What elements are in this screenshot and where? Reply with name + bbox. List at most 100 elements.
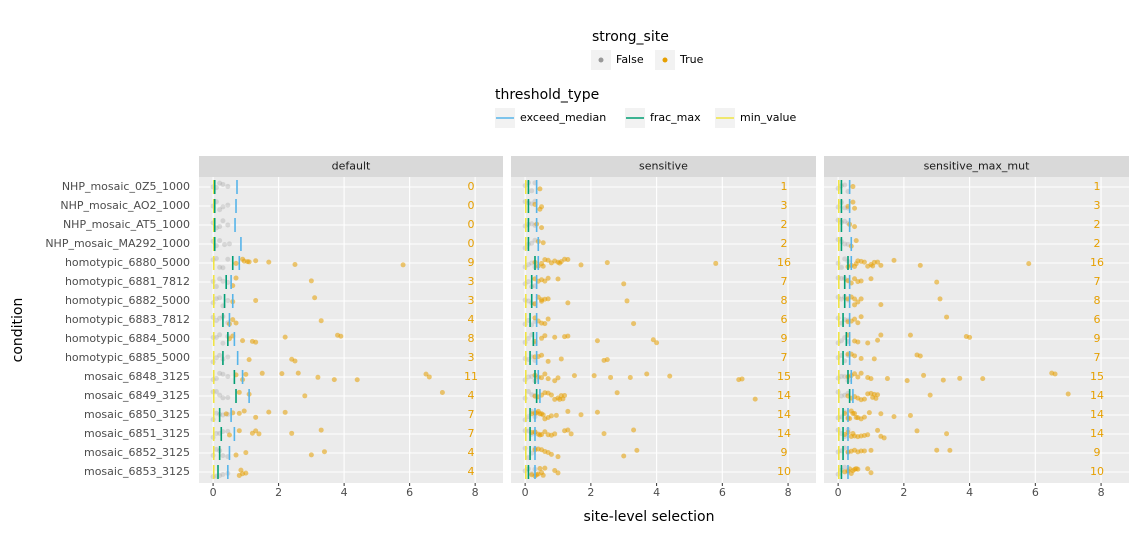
point-true (624, 298, 630, 304)
point-true (236, 389, 242, 395)
facet-title: sensitive_max_mut (924, 160, 1031, 173)
point-false (217, 392, 223, 398)
count-label: 0 (468, 237, 475, 250)
point-false (222, 242, 228, 248)
point-true (868, 470, 874, 476)
count-label: 15 (777, 370, 791, 383)
point-true (243, 450, 249, 456)
point-true (537, 466, 543, 472)
point-true (917, 353, 923, 359)
x-tick-label: 0 (210, 486, 217, 499)
y-tick-label: mosaic_6852_3125 (84, 446, 190, 459)
point-true (667, 373, 673, 379)
point-false (217, 332, 223, 338)
point-true (568, 431, 574, 437)
y-tick-label: mosaic_6853_3125 (84, 465, 190, 478)
point-true (535, 446, 541, 452)
point-true (545, 358, 551, 364)
point-false (217, 370, 223, 376)
point-false (220, 181, 226, 187)
count-label: 6 (781, 313, 788, 326)
point-true (921, 372, 927, 378)
x-tick-label: 4 (966, 486, 973, 499)
point-true (338, 333, 344, 339)
point-true (861, 448, 867, 454)
point-true (957, 375, 963, 381)
x-tick-label: 0 (835, 486, 842, 499)
point-true (542, 465, 548, 471)
count-label: 1 (1094, 180, 1101, 193)
point-true (650, 337, 656, 343)
point-false (842, 218, 848, 224)
point-true (875, 392, 881, 398)
point-true (562, 393, 568, 399)
point-false (217, 238, 223, 244)
point-true (868, 276, 874, 282)
point-true (752, 396, 758, 402)
point-true (631, 427, 637, 433)
point-true (944, 314, 950, 320)
legend-label: exceed_median (520, 111, 606, 124)
count-label: 3 (468, 351, 475, 364)
point-true (865, 340, 871, 346)
point-true (545, 275, 551, 281)
point-true (614, 390, 620, 396)
point-true (238, 467, 244, 473)
count-label: 0 (468, 180, 475, 193)
point-true (539, 204, 545, 210)
point-true (578, 412, 584, 418)
point-false (213, 296, 219, 302)
point-true (542, 429, 548, 435)
point-true (631, 321, 637, 327)
point-true (308, 278, 314, 284)
y-tick-label: NHP_mosaic_0Z5_1000 (62, 180, 190, 193)
count-label: 14 (777, 408, 791, 421)
point-false (217, 224, 223, 230)
point-false (525, 279, 531, 285)
point-true (1026, 261, 1032, 267)
y-tick-label: homotypic_6884_5000 (65, 332, 190, 345)
point-true (850, 199, 856, 205)
y-tick-label: homotypic_6881_7812 (65, 275, 190, 288)
point-true (1052, 371, 1058, 377)
point-true (947, 447, 953, 453)
point-true (980, 376, 986, 382)
count-label: 11 (464, 370, 478, 383)
point-true (253, 258, 259, 264)
point-true (861, 259, 867, 265)
count-label: 3 (468, 294, 475, 307)
legend-label: False (616, 53, 644, 66)
point-true (565, 256, 571, 262)
point-true (565, 427, 571, 433)
point-true (907, 412, 913, 418)
point-true (861, 414, 867, 420)
x-tick-label: 0 (522, 486, 529, 499)
x-tick-label: 6 (719, 486, 726, 499)
point-true (318, 427, 324, 433)
point-true (855, 299, 861, 305)
point-false (213, 355, 219, 361)
point-true (891, 257, 897, 263)
point-true (944, 431, 950, 437)
point-true (878, 262, 884, 268)
point-true (565, 333, 571, 339)
count-label: 9 (781, 446, 788, 459)
legend-label: min_value (740, 111, 797, 124)
point-true (855, 466, 861, 472)
point-false (225, 222, 231, 228)
point-true (871, 356, 877, 362)
point-false (213, 388, 219, 394)
legend-title: strong_site (592, 29, 669, 45)
point-true (540, 472, 546, 478)
point-true (236, 428, 242, 434)
x-tick-label: 4 (653, 486, 660, 499)
point-true (266, 259, 272, 265)
point-true (858, 278, 864, 284)
point-true (553, 412, 559, 418)
point-false (842, 241, 848, 247)
point-true (233, 320, 239, 326)
point-true (852, 316, 858, 322)
count-label: 9 (468, 256, 475, 269)
point-true (266, 409, 272, 415)
point-true (858, 314, 864, 320)
